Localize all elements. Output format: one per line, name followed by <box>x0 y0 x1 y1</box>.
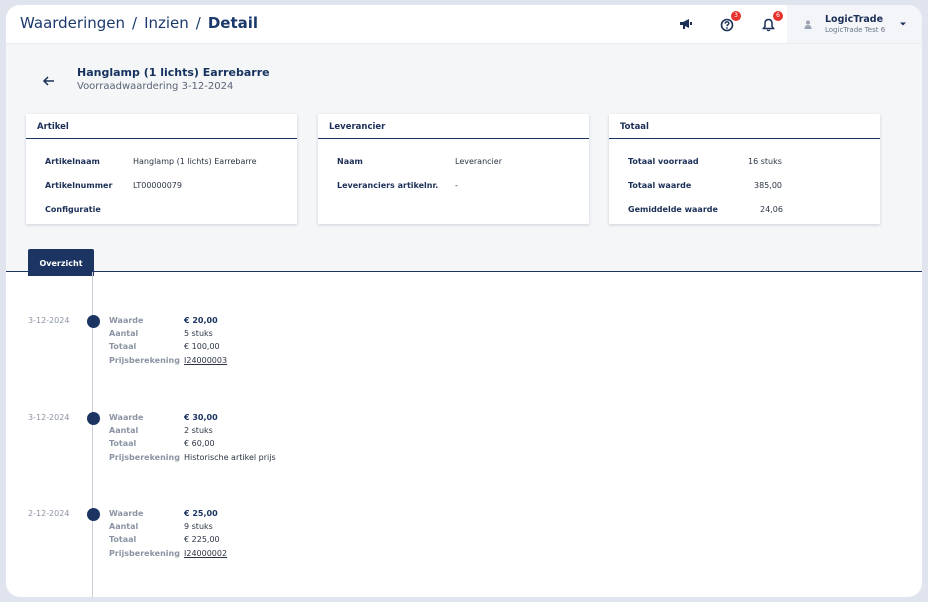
card-row: Gemiddelde waarde 24,06 <box>609 205 880 217</box>
help-badge: 3 <box>731 11 741 21</box>
row-value: € 30,00 <box>184 413 218 422</box>
timeline-entry: 3-12-2024 Waarde € 30,00 Aantal 2 stuks … <box>6 412 922 473</box>
card-row: Leveranciers artikelnr. - <box>318 181 589 193</box>
app-window: Waarderingen / Inzien / Detail 3 6 <box>6 5 922 597</box>
timeline-dot <box>87 412 100 425</box>
card-title: Leverancier <box>318 114 589 139</box>
row-label: Totaal voorraad <box>628 157 699 166</box>
row-value: 5 stuks <box>184 329 213 338</box>
row-value: LT00000079 <box>133 181 182 190</box>
row-value: € 225,00 <box>184 535 220 544</box>
row-label: Leveranciers artikelnr. <box>337 181 439 190</box>
row-label: Artikelnaam <box>45 157 100 166</box>
row-label: Prijsberekening <box>109 453 180 462</box>
row-value: 2 stuks <box>184 426 213 435</box>
breadcrumb-inzien[interactable]: Inzien <box>144 14 189 32</box>
row-label: Waarde <box>109 316 144 325</box>
user-menu[interactable]: LogicTrade LogicTrade Test 6 <box>787 5 922 43</box>
row-label: Artikelnummer <box>45 181 113 190</box>
row-label: Gemiddelde waarde <box>628 205 718 214</box>
row-label: Totaal <box>109 342 137 351</box>
row-label: Prijsberekening <box>109 356 180 365</box>
breadcrumb-separator: / <box>132 14 138 32</box>
chevron-down-icon <box>900 22 906 26</box>
card-row: Totaal voorraad 16 stuks <box>609 157 880 169</box>
row-value: 9 stuks <box>184 522 213 531</box>
page-title: Hanglamp (1 lichts) Earrebarre <box>77 66 270 79</box>
row-label: Aantal <box>109 426 139 435</box>
row-label: Configuratie <box>45 205 101 214</box>
timeline-line <box>92 272 93 597</box>
row-label: Waarde <box>109 413 144 422</box>
row-label: Prijsberekening <box>109 549 180 558</box>
back-arrow-icon[interactable] <box>42 74 56 88</box>
row-label: Naam <box>337 157 363 166</box>
prijsberekening-link[interactable]: I24000003 <box>184 356 228 365</box>
bell-icon <box>762 18 775 32</box>
timeline-entry: 3-12-2024 Waarde € 20,00 Aantal 5 stuks … <box>6 315 922 376</box>
detail-header: Hanglamp (1 lichts) Earrebarre Voorraadw… <box>6 44 922 276</box>
timeline-dot <box>87 508 100 521</box>
row-label: Aantal <box>109 522 139 531</box>
card-row: Artikelnummer LT00000079 <box>26 181 297 193</box>
notification-badge: 6 <box>773 11 783 21</box>
notifications-button[interactable]: 6 <box>759 11 783 34</box>
top-bar: Waarderingen / Inzien / Detail 3 6 <box>6 5 922 44</box>
row-label: Totaal <box>109 535 137 544</box>
card-row: Configuratie <box>26 205 297 217</box>
user-organization: LogicTrade Test 6 <box>825 26 886 34</box>
row-label: Totaal waarde <box>628 181 692 190</box>
row-value: Leverancier <box>455 157 502 166</box>
card-row: Naam Leverancier <box>318 157 589 169</box>
totaal-card: Totaal Totaal voorraad 16 stuks Totaal w… <box>609 114 880 224</box>
help-icon <box>720 18 734 32</box>
timeline-date: 3-12-2024 <box>28 413 70 422</box>
row-value: 385,00 <box>754 181 782 190</box>
timeline-date: 2-12-2024 <box>28 509 70 518</box>
breadcrumb-current: Detail <box>207 14 259 32</box>
row-value: 24,06 <box>760 205 783 214</box>
row-value: € 25,00 <box>184 509 218 518</box>
row-value: € 60,00 <box>184 439 215 448</box>
leverancier-card: Leverancier Naam Leverancier Leverancier… <box>318 114 589 224</box>
row-value: € 100,00 <box>184 342 220 351</box>
row-value: - <box>455 181 458 190</box>
row-label: Aantal <box>109 329 139 338</box>
card-row: Totaal waarde 385,00 <box>609 181 880 193</box>
row-label: Totaal <box>109 439 137 448</box>
page-subtitle: Voorraadwaardering 3-12-2024 <box>77 81 234 92</box>
row-label: Waarde <box>109 509 144 518</box>
breadcrumb-waarderingen[interactable]: Waarderingen <box>20 14 126 32</box>
timeline-dot <box>87 315 100 328</box>
card-title: Artikel <box>26 114 297 139</box>
breadcrumb-separator: / <box>195 14 201 32</box>
user-icon <box>804 20 812 29</box>
megaphone-icon <box>680 19 692 29</box>
prijsberekening-link[interactable]: I24000002 <box>184 549 228 558</box>
breadcrumb: Waarderingen / Inzien / Detail <box>20 14 258 32</box>
help-button[interactable]: 3 <box>717 11 741 34</box>
card-row: Artikelnaam Hanglamp (1 lichts) Earrebar… <box>26 157 297 169</box>
timeline-date: 3-12-2024 <box>28 316 70 325</box>
row-value: 16 stuks <box>748 157 782 166</box>
row-value: Hanglamp (1 lichts) Earrebarre <box>133 157 257 166</box>
timeline-entry: 2-12-2024 Waarde € 25,00 Aantal 9 stuks … <box>6 508 922 569</box>
card-title: Totaal <box>609 114 880 139</box>
artikel-card: Artikel Artikelnaam Hanglamp (1 lichts) … <box>26 114 297 224</box>
row-value: Historische artikel prijs <box>184 453 276 462</box>
row-value: € 20,00 <box>184 316 218 325</box>
user-name: LogicTrade <box>825 14 884 25</box>
announcements-button[interactable] <box>675 14 697 34</box>
tab-divider <box>6 271 922 272</box>
